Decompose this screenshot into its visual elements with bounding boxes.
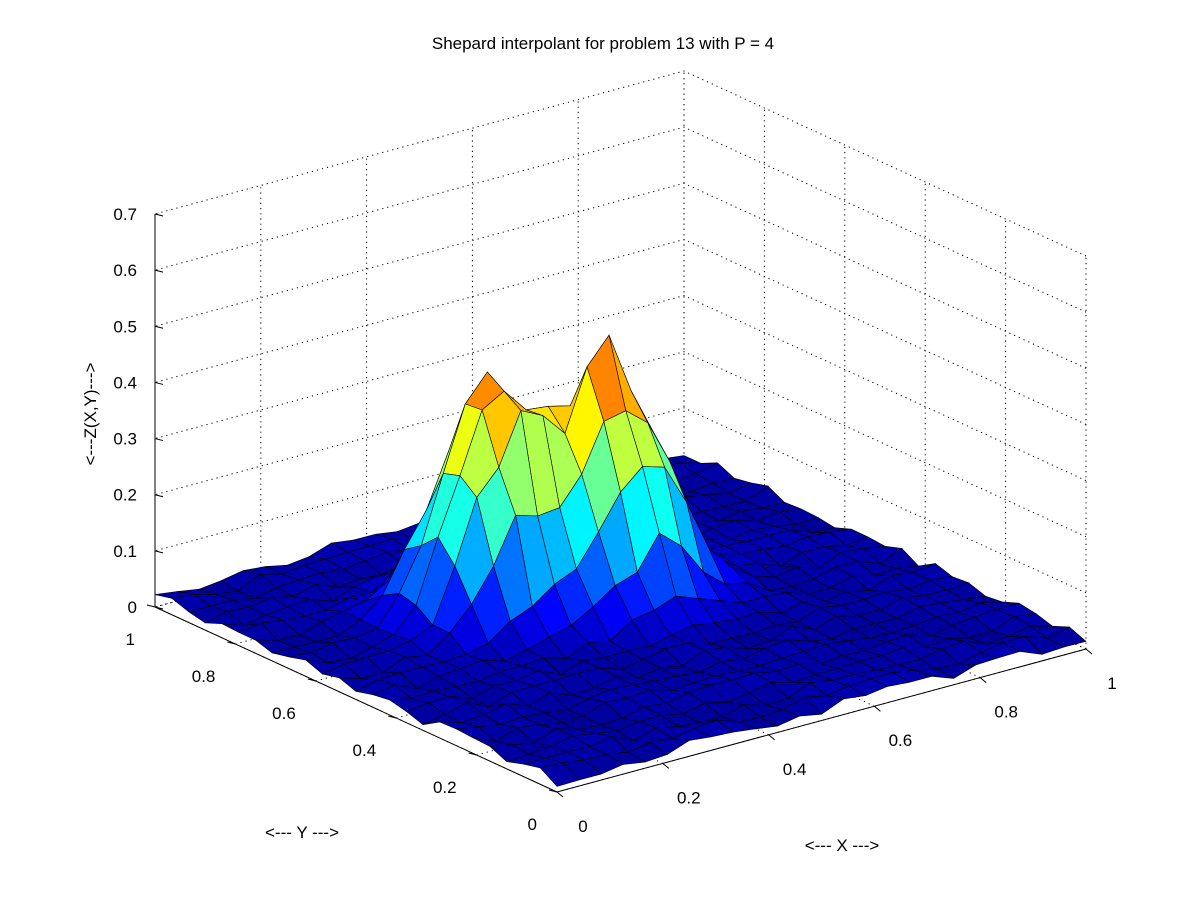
z-axis-label: <---Z(X,Y)---> — [81, 362, 100, 465]
z-tick-label: 0.1 — [113, 542, 137, 561]
x-axis-label: <--- X ---> — [805, 836, 880, 855]
grid-line — [154, 182, 1087, 369]
surface-patch — [539, 762, 580, 787]
z-tick-label: 0.3 — [113, 430, 137, 449]
x-tick-mark — [556, 791, 564, 798]
y-tick-mark — [146, 604, 156, 608]
y-tick-label: 0.6 — [272, 704, 296, 723]
grid-line — [154, 238, 1087, 425]
y-axis-label: <--- Y ---> — [265, 823, 339, 842]
x-tick-label: 0.4 — [783, 760, 807, 779]
z-tick-label: 0.5 — [113, 317, 137, 336]
z-tick-mark — [154, 438, 164, 442]
y-tick-label: 0.4 — [353, 741, 377, 760]
grid-line — [154, 295, 1087, 482]
z-tick-mark — [154, 213, 164, 217]
x-tick-label: 1 — [1107, 674, 1116, 693]
x-tick-label: 0 — [578, 817, 587, 836]
y-tick-mark — [388, 715, 397, 719]
z-tick-label: 0.4 — [113, 373, 137, 392]
y-tick-mark — [307, 678, 316, 682]
x-tick-mark — [1085, 648, 1093, 655]
z-tick-mark — [154, 325, 164, 329]
y-tick-label: 0 — [528, 815, 537, 834]
grid-line — [154, 70, 1087, 257]
z-tick-mark — [154, 381, 164, 385]
grid-line — [154, 126, 1087, 313]
y-tick-label: 1 — [126, 630, 135, 649]
z-tick-mark — [154, 606, 164, 610]
z-tick-mark — [154, 494, 164, 498]
y-tick-mark — [468, 752, 477, 756]
z-tick-label: 0.2 — [113, 486, 137, 505]
z-tick-mark — [154, 269, 164, 273]
y-tick-mark — [227, 641, 236, 645]
surface-mesh — [154, 334, 1087, 787]
x-tick-mark — [979, 677, 987, 683]
y-tick-label: 0.2 — [433, 778, 457, 797]
y-tick-label: 0.8 — [192, 667, 216, 686]
z-tick-label: 0 — [128, 598, 137, 617]
x-tick-mark — [874, 705, 881, 712]
z-tick-mark — [154, 550, 164, 554]
x-tick-label: 0.6 — [889, 731, 913, 750]
chart-title: Shepard interpolant for problem 13 with … — [432, 34, 774, 53]
z-tick-label: 0.7 — [113, 205, 137, 224]
grid-line — [154, 407, 1087, 594]
x-tick-mark — [768, 734, 775, 741]
x-tick-mark — [662, 763, 670, 769]
grid-line — [154, 351, 1087, 538]
y-tick-mark — [548, 789, 558, 793]
x-axis-line — [556, 648, 1087, 793]
z-tick-label: 0.6 — [113, 261, 137, 280]
x-tick-label: 0.8 — [994, 703, 1018, 722]
y-axis-line — [154, 606, 558, 793]
axis-ticks: 0 0.2 0.4 0.6 0.8 1 0 0.2 0.4 0.6 0.8 1 0 0.1 0.2 0.3 0.… — [113, 205, 1116, 836]
x-tick-label: 0.2 — [677, 788, 701, 807]
